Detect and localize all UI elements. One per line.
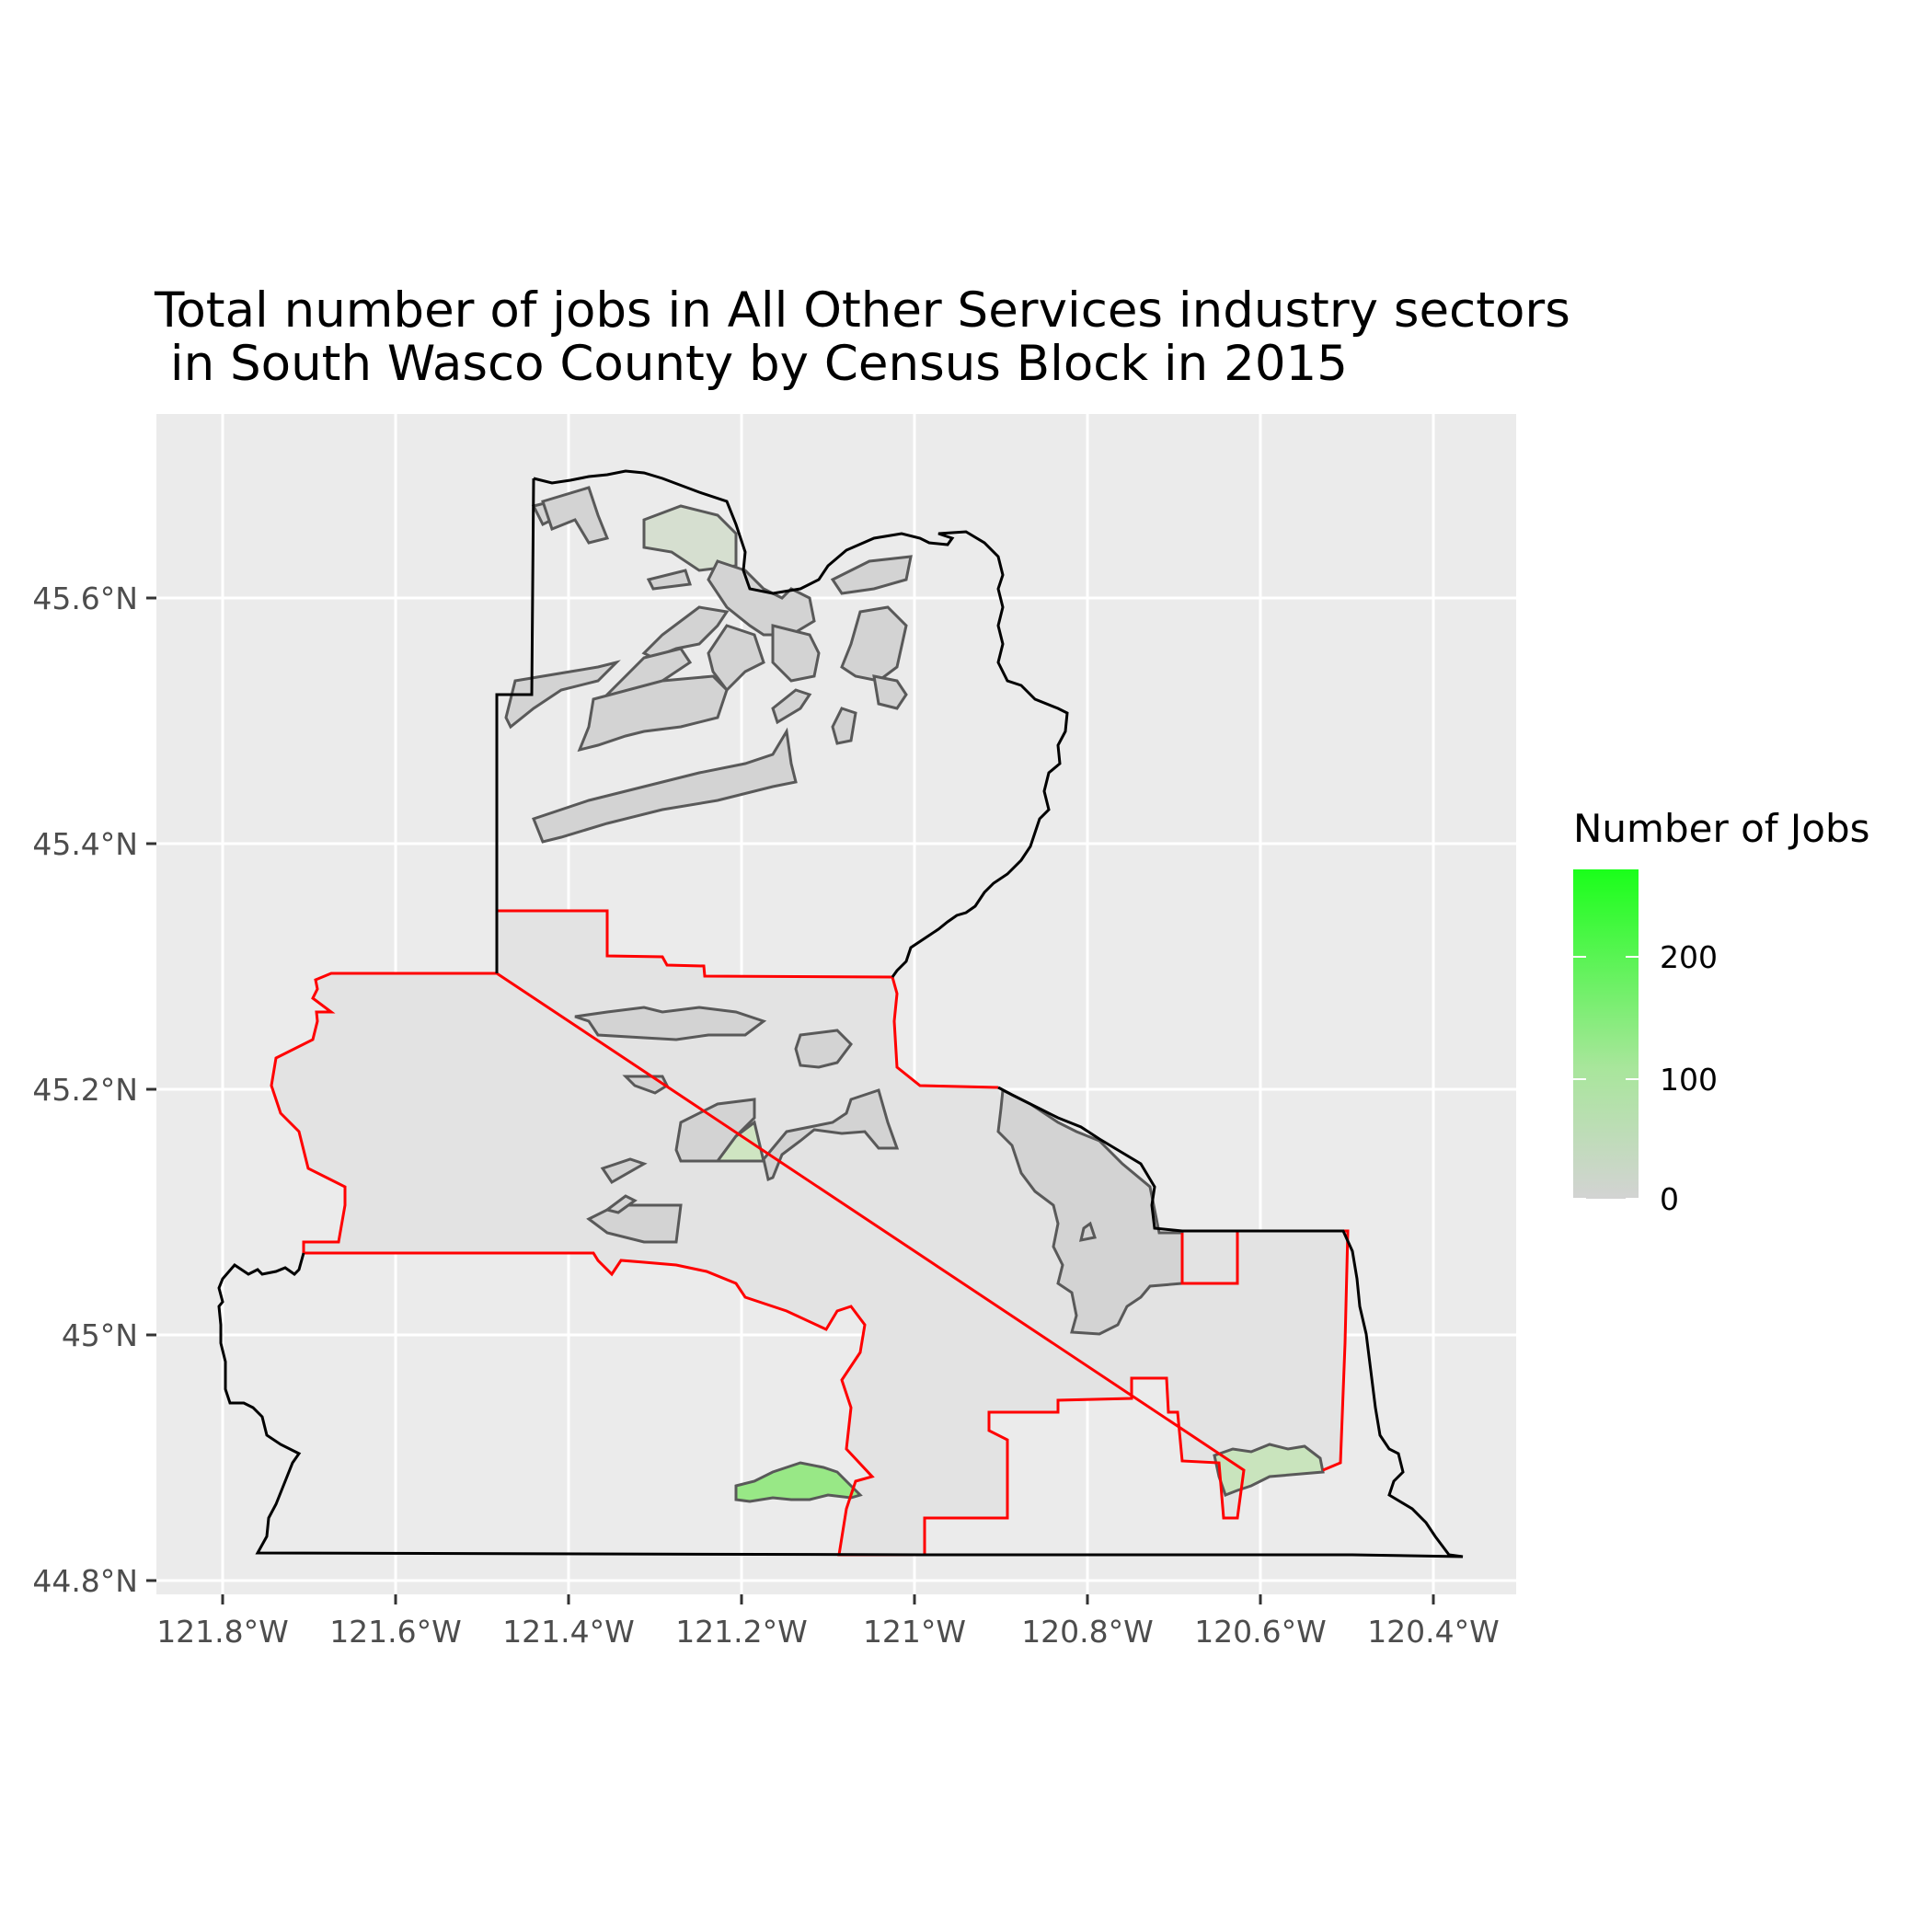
census-blocks (504, 486, 1325, 1497)
legend-ticks (1573, 956, 1639, 1200)
legend-label: 0 (1660, 1181, 1679, 1217)
map-title-line1: Total number of jobs in All Other Servic… (154, 282, 1570, 339)
y-tick-label: 45°N (62, 1317, 138, 1353)
y-axis (146, 596, 156, 1582)
y-tick-label: 45.4°N (32, 826, 138, 862)
y-tick-label: 45.6°N (32, 581, 138, 616)
x-axis (221, 1594, 1435, 1604)
legend-label: 200 (1660, 939, 1718, 975)
y-tick-label: 44.8°N (32, 1563, 138, 1599)
legend-label: 100 (1660, 1062, 1718, 1098)
x-tick-label: 121.8°W (156, 1614, 289, 1650)
map-title-line2: in South Wasco County by Census Block in… (155, 336, 1348, 392)
y-tick-label: 45.2°N (32, 1072, 138, 1108)
south-wasco-boundary (270, 909, 1350, 1557)
x-tick-label: 121°W (863, 1614, 966, 1650)
legend-title: Number of Jobs (1573, 806, 1870, 851)
legend-colorbar (1573, 869, 1639, 1199)
x-tick-label: 121.2°W (675, 1614, 808, 1650)
x-tick-label: 121.4°W (502, 1614, 635, 1650)
x-tick-label: 120.6°W (1194, 1614, 1327, 1650)
block-high-jobs (734, 1461, 863, 1503)
south-wasco-area (271, 911, 1348, 1555)
x-tick-label: 120.8°W (1021, 1614, 1154, 1650)
x-tick-label: 121.6°W (329, 1614, 462, 1650)
county-boundary (217, 469, 1464, 1558)
x-tick-label: 120.4°W (1367, 1614, 1500, 1650)
